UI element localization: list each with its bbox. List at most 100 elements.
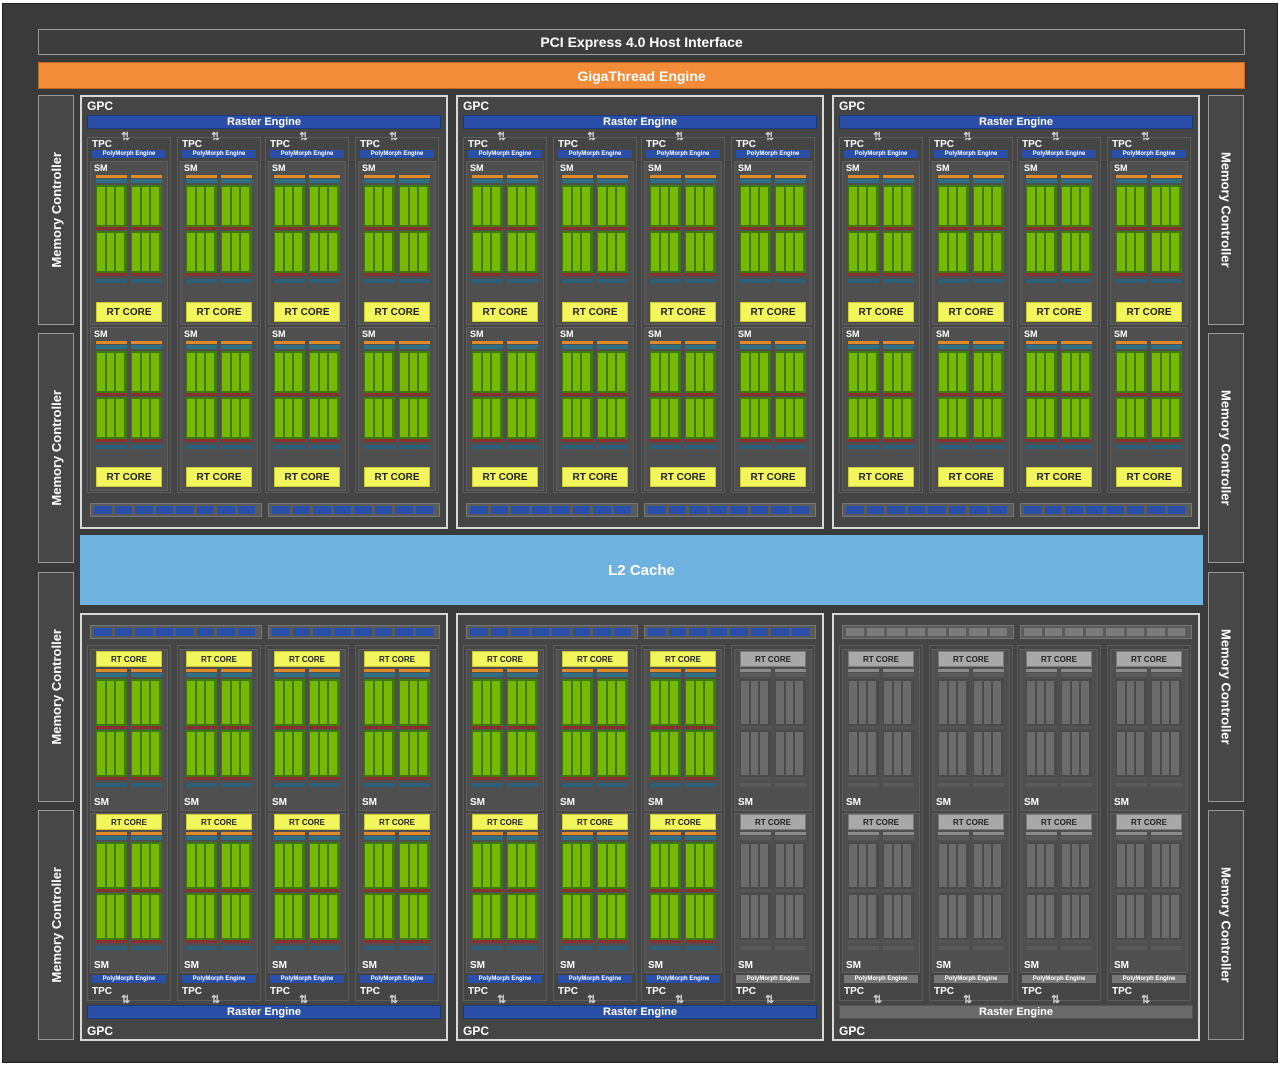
cuda-core-column (508, 895, 516, 938)
cuda-core-column (275, 895, 283, 938)
cuda-core-column (705, 399, 713, 437)
sm-label: SM (1024, 163, 1038, 173)
cache-slice (1024, 506, 1042, 514)
sm-lsu-strip (472, 279, 503, 283)
cuda-core-column (1171, 681, 1179, 724)
cuda-core-column (939, 844, 947, 887)
sm-tensor-strip (399, 227, 430, 230)
cuda-core-column (572, 732, 581, 775)
cuda-core-column (222, 732, 230, 775)
sm-tensor-strip (973, 940, 1004, 943)
sm-lsu-strip (973, 279, 1004, 283)
cuda-core-column (374, 399, 383, 437)
cuda-core-column (310, 681, 318, 724)
cuda-core-column (384, 399, 392, 437)
cache-slice (866, 506, 884, 514)
cuda-core-column (1161, 681, 1170, 724)
cuda-core-column (384, 732, 392, 775)
sm-tensor-strip (775, 777, 806, 780)
cuda-core-column (686, 233, 694, 271)
cuda-core-column (1171, 187, 1179, 225)
sm-tensor-strip (131, 777, 162, 780)
sm-register-strip (364, 175, 395, 178)
cache-slice (648, 628, 666, 636)
cuda-core-column (617, 895, 625, 938)
cuda-core-column (884, 681, 892, 724)
sm-tensor-strip (973, 393, 1004, 396)
cuda-core-column (275, 732, 283, 775)
cuda-core-column (868, 895, 876, 938)
sm-tensor-strip (650, 726, 681, 729)
polymorph-engine: PolyMorph Engine (1022, 150, 1096, 158)
memory-controller-left-2: Memory Controller (38, 333, 74, 563)
cuda-core-column (492, 844, 500, 887)
cuda-core-column (993, 895, 1001, 938)
sm-tensor-strip (309, 393, 340, 396)
cuda-core-column (1036, 187, 1045, 225)
sm-tensor-strip (685, 273, 716, 276)
memory-controller-label: Memory Controller (48, 867, 64, 983)
cuda-core-column (482, 233, 491, 271)
cache-slice (415, 506, 433, 514)
sm-lsu-strip (1116, 279, 1147, 283)
cuda-core-column (409, 399, 418, 437)
sm-register-strip (131, 669, 162, 672)
sm-lsu-strip (186, 445, 217, 449)
cache-slice (196, 506, 214, 514)
host-interface-label: PCI Express 4.0 Host Interface (540, 34, 743, 50)
sm-l0-cache (507, 673, 538, 677)
raster-engine: Raster Engine (839, 1005, 1193, 1019)
data-arrows-icon: ⇅ (675, 994, 685, 1006)
cuda-core-column (1027, 895, 1035, 938)
sm-lsu-strip (131, 279, 162, 283)
tpc-frame (355, 137, 439, 493)
sm-lsu-strip (1151, 279, 1182, 283)
sm-tensor-strip (96, 227, 127, 230)
cuda-core-column (868, 187, 876, 225)
sm-register-strip (399, 175, 430, 178)
cache-slice (354, 628, 372, 636)
cuda-core-column (473, 895, 481, 938)
rt-core: RT CORE (848, 302, 914, 322)
data-arrows-icon: ⇅ (389, 994, 399, 1006)
cuda-core-column (1152, 732, 1160, 775)
cuda-core-column (858, 895, 867, 938)
cuda-core-column (670, 732, 678, 775)
cuda-core-column (1062, 732, 1070, 775)
cuda-core-column (948, 353, 957, 391)
sm-lsu-strip (186, 783, 217, 787)
cuda-core-column (849, 681, 857, 724)
cuda-core-column (374, 233, 383, 271)
sm-tensor-strip (650, 940, 681, 943)
cuda-core-column (660, 844, 669, 887)
cache-slice (613, 628, 631, 636)
cuda-core-column (760, 353, 768, 391)
cuda-core-column (275, 681, 283, 724)
cuda-core-column (508, 732, 516, 775)
rt-core: RT CORE (1116, 302, 1182, 322)
cuda-core-column (319, 187, 328, 225)
cuda-core-column (284, 681, 293, 724)
sm-tensor-strip (562, 273, 593, 276)
cuda-core-column (983, 844, 992, 887)
sm-register-strip (1116, 669, 1147, 672)
cuda-core-column (948, 895, 957, 938)
cuda-core-column (141, 187, 150, 225)
sm-lsu-strip (883, 279, 914, 283)
sm-lsu-strip (96, 445, 127, 449)
sm-lsu-strip (685, 946, 716, 950)
cuda-core-column (670, 681, 678, 724)
cuda-core-column (284, 187, 293, 225)
cuda-core-column (222, 844, 230, 887)
cuda-core-column (563, 399, 571, 437)
rt-core: RT CORE (740, 651, 806, 667)
sm-tensor-strip (507, 439, 538, 442)
cuda-core-column (241, 732, 249, 775)
host-interface-bar: PCI Express 4.0 Host Interface (38, 29, 1245, 55)
cuda-core-column (617, 681, 625, 724)
sm-label: SM (560, 329, 574, 339)
sm-tensor-strip (938, 726, 969, 729)
memory-controller-label: Memory Controller (1218, 867, 1234, 983)
cache-slice (94, 628, 112, 636)
cuda-core-column (695, 681, 704, 724)
